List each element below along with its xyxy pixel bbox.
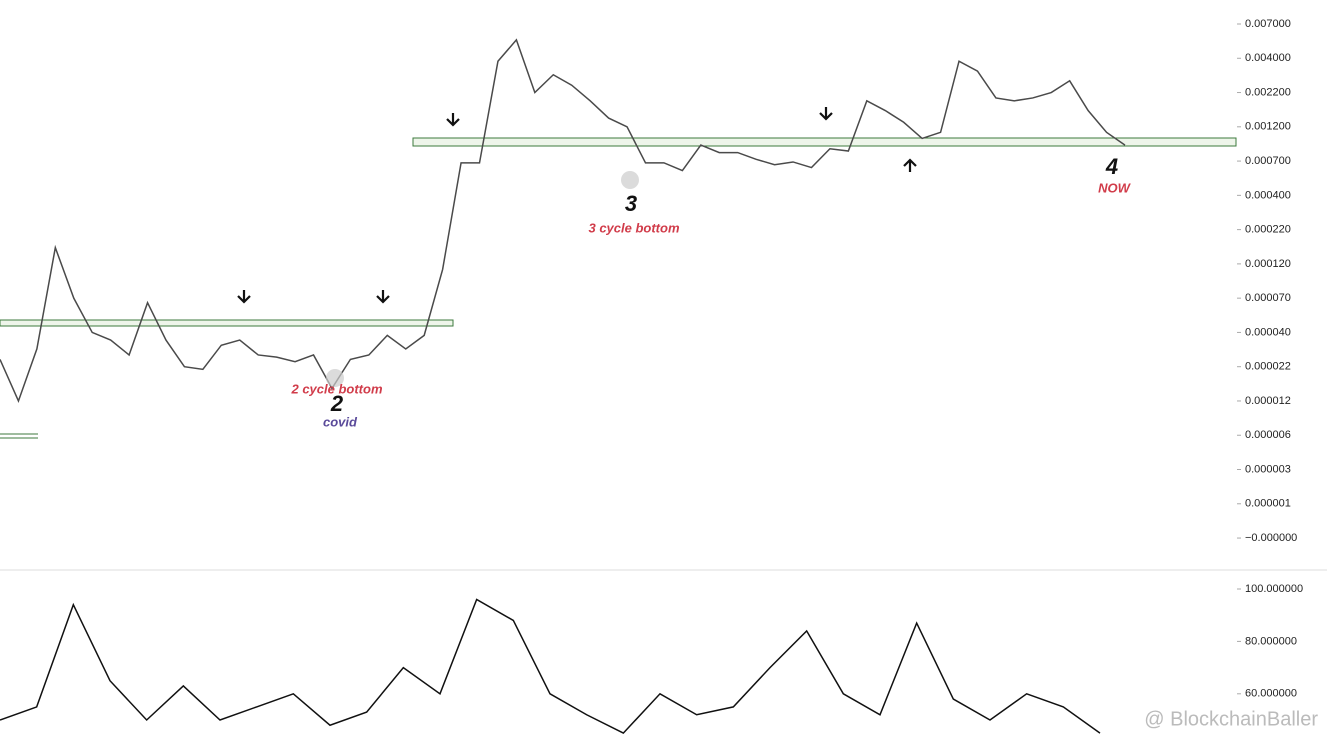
y-tick-label: 0.000400 — [1245, 189, 1291, 201]
y-tick-label: −0.000000 — [1245, 532, 1297, 544]
y-tick-label: 0.000220 — [1245, 224, 1291, 236]
y-tick-label: 0.000070 — [1245, 292, 1291, 304]
y-tick-label: 0.002200 — [1245, 86, 1291, 98]
annotation: covid — [323, 414, 358, 429]
y-tick-label: 80.000000 — [1245, 635, 1297, 647]
annotation: 2 — [330, 391, 344, 416]
y-tick-label: 0.007000 — [1245, 18, 1291, 30]
support-band — [412, 137, 1237, 147]
annotation: 3 cycle bottom — [588, 220, 679, 235]
price-line — [0, 38, 1126, 403]
annotation: 4 — [1105, 154, 1118, 179]
price-line — [0, 598, 1101, 735]
y-tick-label: 0.004000 — [1245, 52, 1291, 64]
y-tick-label: 0.000022 — [1245, 361, 1291, 373]
annotation: NOW — [1098, 180, 1132, 195]
bottom-marker — [326, 369, 344, 387]
y-tick-label: 0.000006 — [1245, 429, 1291, 441]
support-band — [0, 319, 454, 327]
y-tick-label: 0.000120 — [1245, 258, 1291, 270]
watermark: @ BlockchainBaller — [1144, 708, 1318, 730]
y-tick-label: 100.000000 — [1245, 583, 1303, 595]
y-tick-label: 0.000012 — [1245, 395, 1291, 407]
y-tick-label: 0.000001 — [1245, 498, 1291, 510]
annotation: 3 — [625, 191, 637, 216]
y-tick-label: 0.000040 — [1245, 326, 1291, 338]
y-tick-label: 0.001200 — [1245, 121, 1291, 133]
y-tick-label: 0.000003 — [1245, 463, 1291, 475]
y-tick-label: 60.000000 — [1245, 688, 1297, 700]
y-tick-label: 0.000700 — [1245, 155, 1291, 167]
arrows — [237, 107, 917, 304]
annotation: 2 cycle bottom — [290, 381, 382, 396]
bottom-marker — [621, 171, 639, 189]
